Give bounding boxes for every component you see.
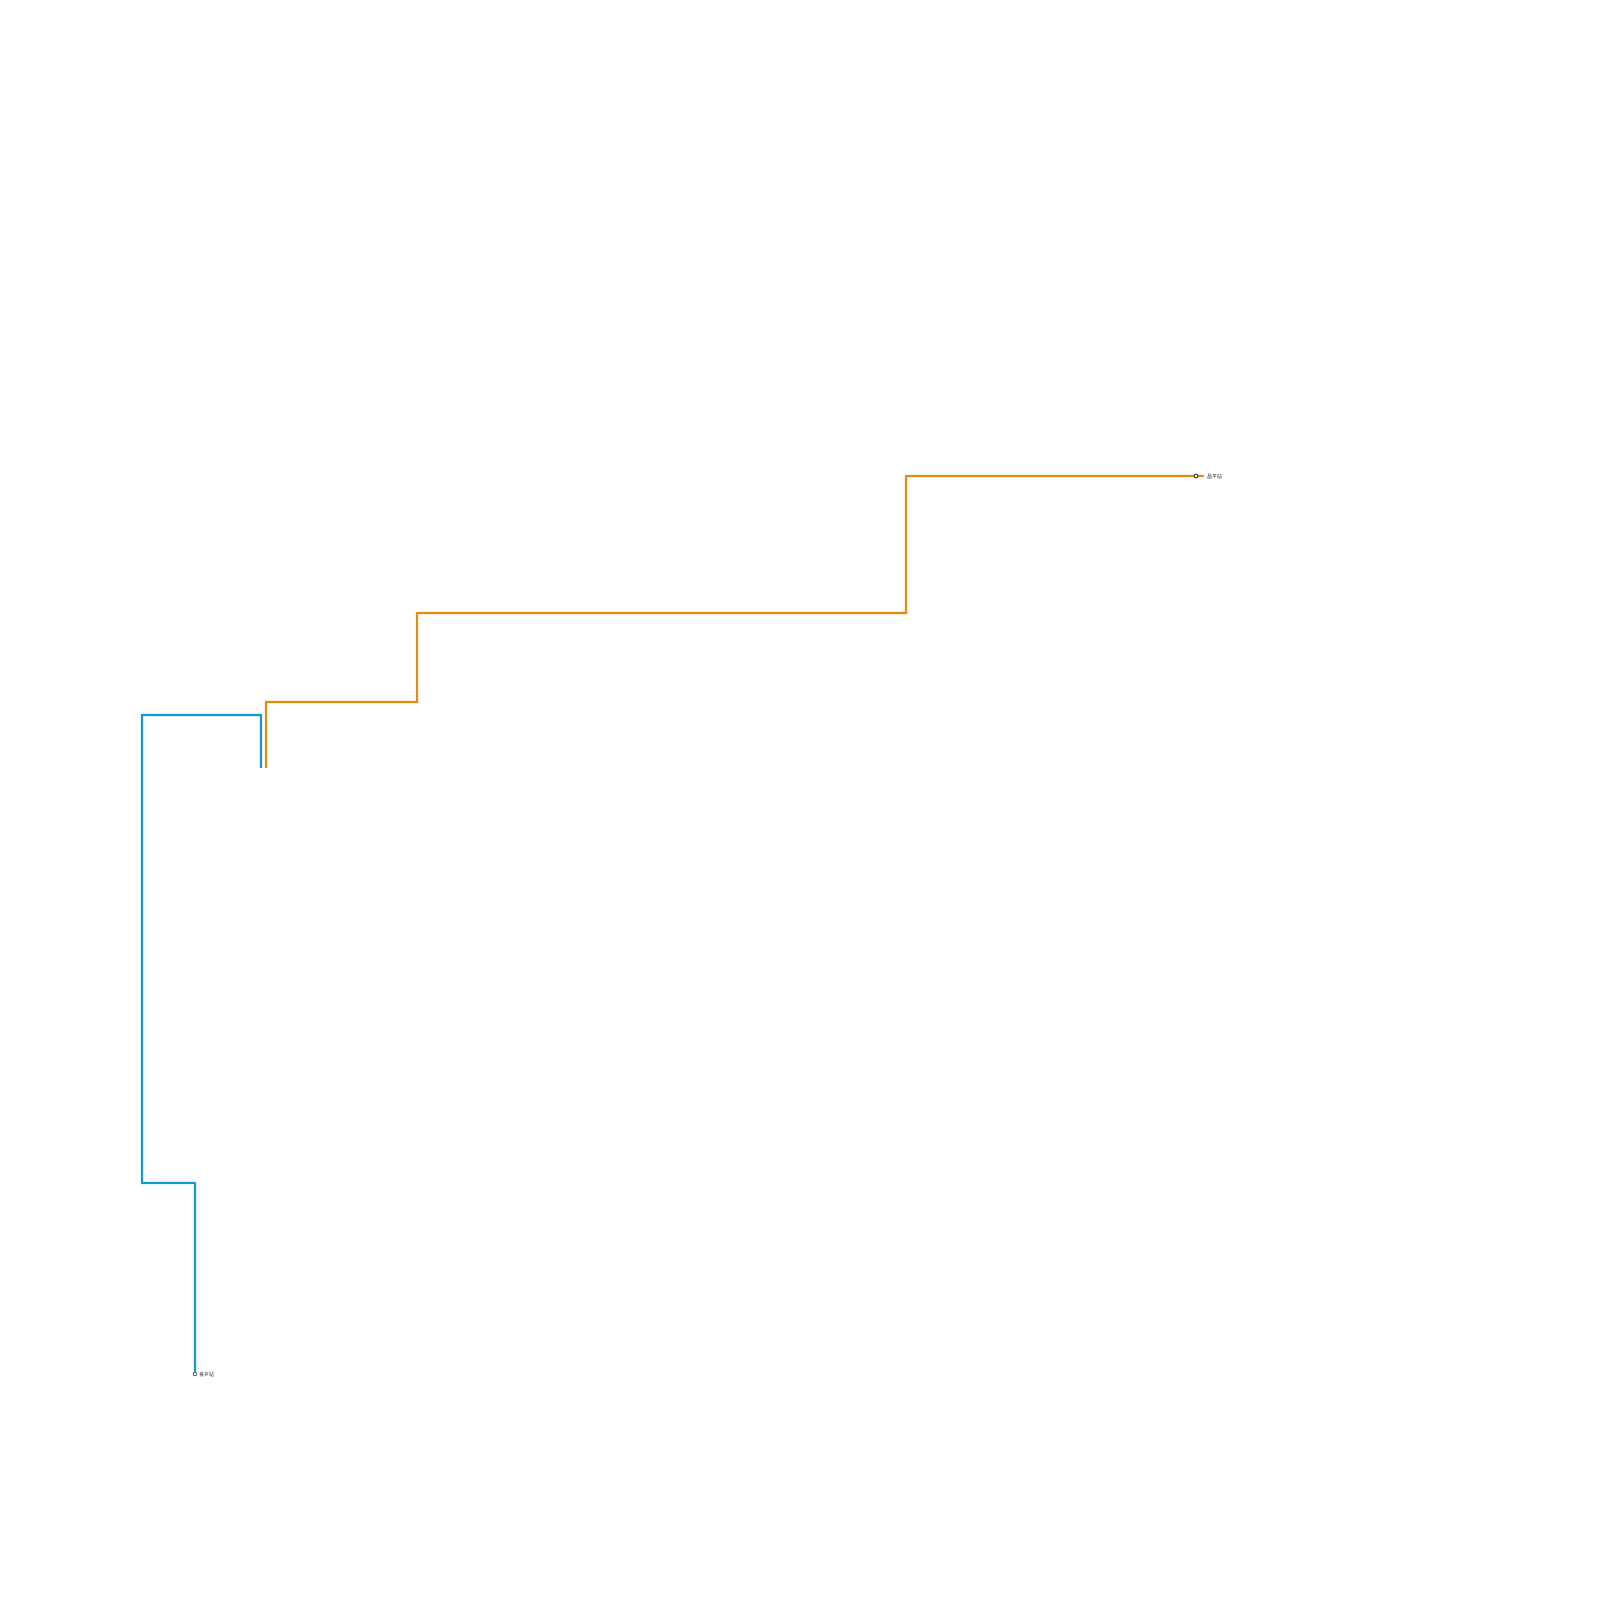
station-marker-changping[interactable] — [1193, 473, 1199, 479]
blue-line — [140, 713, 263, 1373]
station-label-changping: 昌平站 — [1207, 473, 1222, 480]
station-marker-liangxiang[interactable] — [192, 1371, 198, 1377]
station-label-liangxiang: 良乡站 — [199, 1371, 214, 1378]
orange-line — [264, 474, 1204, 768]
